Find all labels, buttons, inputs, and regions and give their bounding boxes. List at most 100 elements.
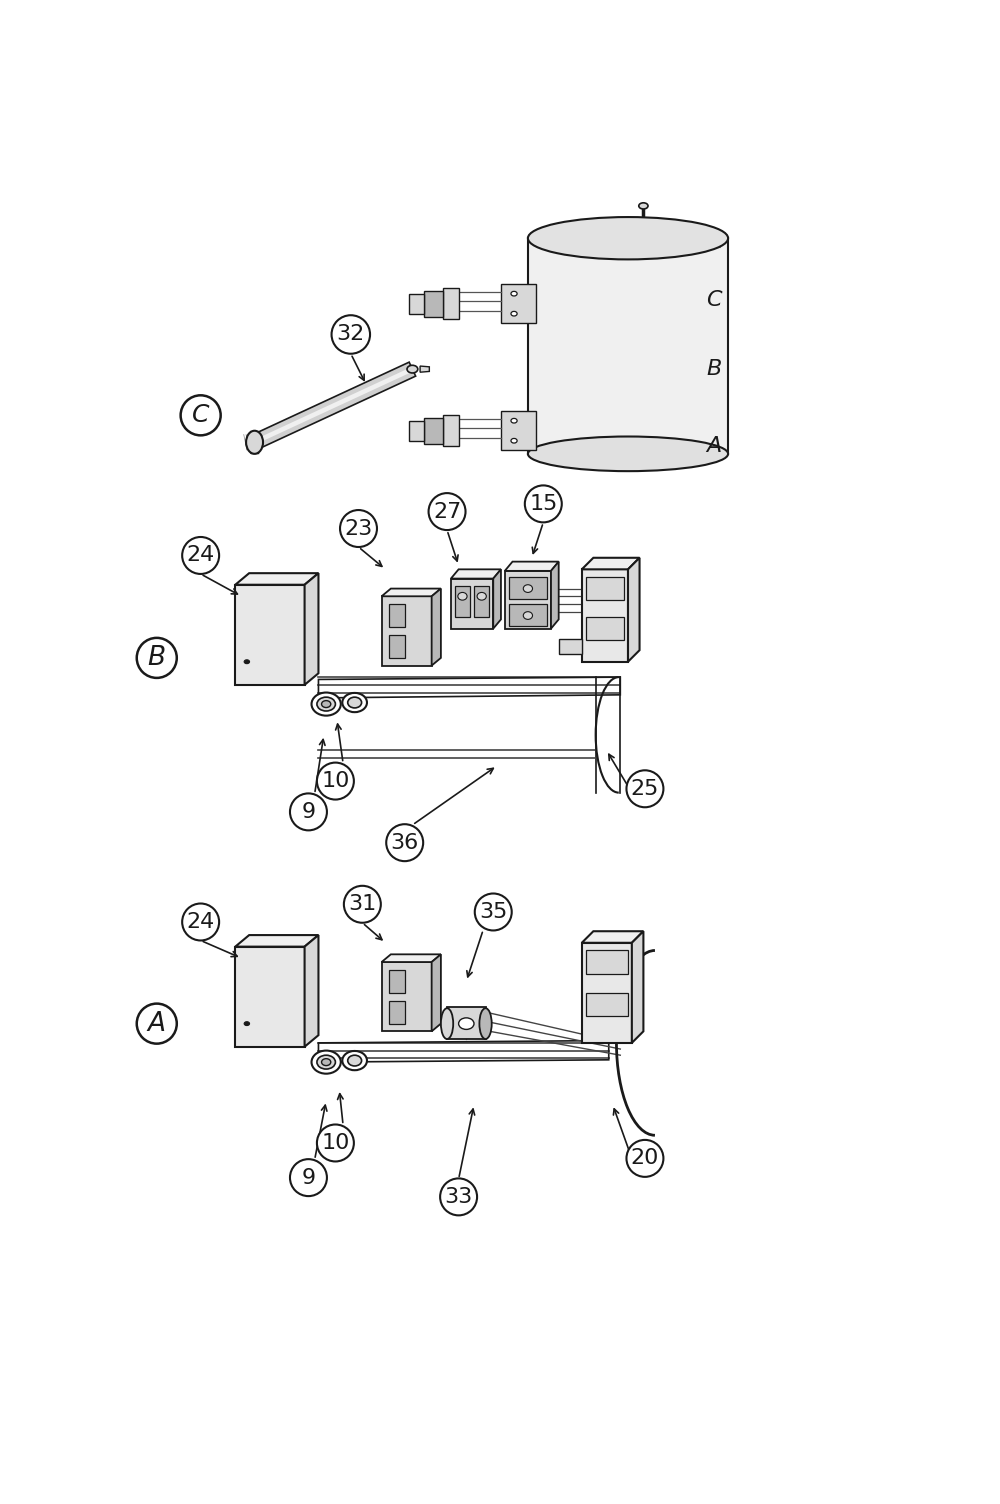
Ellipse shape	[477, 593, 486, 600]
Polygon shape	[382, 596, 432, 666]
Ellipse shape	[458, 593, 467, 600]
Polygon shape	[235, 573, 318, 585]
Circle shape	[137, 638, 177, 678]
Polygon shape	[254, 367, 413, 444]
Circle shape	[182, 904, 219, 940]
Ellipse shape	[511, 439, 517, 444]
Polygon shape	[501, 412, 536, 450]
Polygon shape	[235, 585, 305, 684]
Polygon shape	[582, 931, 643, 943]
Ellipse shape	[479, 1008, 492, 1039]
Ellipse shape	[523, 612, 533, 620]
Text: 15: 15	[529, 493, 557, 514]
Text: 9: 9	[301, 1167, 316, 1188]
Circle shape	[332, 316, 370, 353]
Text: 27: 27	[433, 501, 461, 522]
Polygon shape	[528, 238, 728, 454]
Circle shape	[626, 1140, 663, 1176]
Text: C: C	[192, 403, 209, 427]
Text: 25: 25	[631, 779, 659, 799]
Ellipse shape	[639, 203, 648, 209]
Ellipse shape	[342, 693, 367, 713]
Polygon shape	[509, 578, 547, 599]
Text: 24: 24	[187, 911, 215, 932]
Text: B: B	[148, 645, 166, 671]
Ellipse shape	[523, 585, 533, 593]
Circle shape	[290, 794, 327, 830]
Ellipse shape	[322, 1059, 331, 1066]
Ellipse shape	[244, 1021, 250, 1026]
Circle shape	[440, 1179, 477, 1215]
Polygon shape	[409, 421, 424, 441]
Ellipse shape	[322, 701, 331, 707]
Ellipse shape	[244, 660, 250, 663]
Polygon shape	[424, 418, 443, 444]
Polygon shape	[443, 289, 459, 319]
Polygon shape	[559, 639, 582, 654]
Text: 33: 33	[444, 1187, 473, 1206]
Polygon shape	[235, 935, 318, 946]
Polygon shape	[424, 290, 443, 317]
Text: 9: 9	[301, 802, 316, 821]
Ellipse shape	[342, 1051, 367, 1071]
Text: A: A	[148, 1011, 166, 1036]
Polygon shape	[389, 1000, 405, 1024]
Polygon shape	[586, 617, 624, 641]
Polygon shape	[501, 284, 536, 323]
Polygon shape	[582, 943, 632, 1042]
Polygon shape	[305, 935, 318, 1047]
Ellipse shape	[312, 1051, 341, 1074]
Polygon shape	[551, 561, 559, 629]
Ellipse shape	[511, 292, 517, 296]
Ellipse shape	[407, 365, 418, 373]
Ellipse shape	[348, 1056, 362, 1066]
Text: 20: 20	[631, 1149, 659, 1169]
Polygon shape	[586, 993, 628, 1015]
Ellipse shape	[317, 1056, 335, 1069]
Polygon shape	[451, 579, 493, 629]
Circle shape	[137, 1003, 177, 1044]
Polygon shape	[382, 963, 432, 1032]
Polygon shape	[505, 561, 559, 572]
Circle shape	[626, 770, 663, 808]
Circle shape	[181, 396, 221, 435]
Polygon shape	[447, 1006, 486, 1039]
Polygon shape	[586, 578, 624, 600]
Polygon shape	[382, 955, 441, 963]
Polygon shape	[509, 605, 547, 626]
Text: 23: 23	[344, 519, 373, 538]
Ellipse shape	[246, 430, 263, 454]
Text: 35: 35	[479, 902, 507, 922]
Text: C: C	[706, 290, 722, 310]
Ellipse shape	[317, 698, 335, 711]
Text: 10: 10	[321, 1133, 350, 1154]
Polygon shape	[420, 365, 429, 371]
Polygon shape	[632, 931, 643, 1042]
Text: 24: 24	[187, 546, 215, 566]
Polygon shape	[409, 293, 424, 314]
Ellipse shape	[459, 1018, 474, 1029]
Circle shape	[525, 486, 562, 522]
Text: 36: 36	[391, 833, 419, 853]
Polygon shape	[582, 558, 640, 570]
Text: 10: 10	[321, 772, 350, 791]
Polygon shape	[389, 605, 405, 627]
Circle shape	[317, 1125, 354, 1161]
Ellipse shape	[511, 311, 517, 316]
Polygon shape	[382, 588, 441, 596]
Polygon shape	[432, 588, 441, 666]
Polygon shape	[443, 415, 459, 447]
Ellipse shape	[528, 217, 728, 259]
Circle shape	[317, 763, 354, 800]
Polygon shape	[432, 955, 441, 1032]
Text: A: A	[707, 436, 722, 456]
Polygon shape	[235, 946, 305, 1047]
Circle shape	[344, 886, 381, 923]
Text: 32: 32	[337, 325, 365, 344]
Polygon shape	[451, 570, 501, 579]
Polygon shape	[305, 573, 318, 684]
Ellipse shape	[511, 418, 517, 423]
Ellipse shape	[528, 436, 728, 471]
Polygon shape	[389, 635, 405, 657]
Polygon shape	[628, 558, 640, 662]
